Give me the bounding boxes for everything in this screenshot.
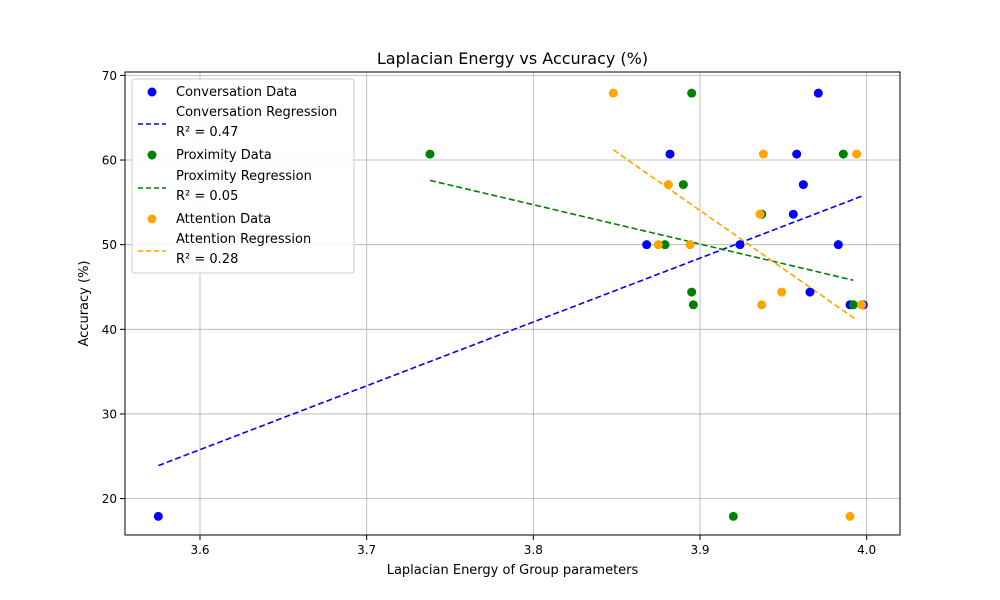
proximity-data-point <box>728 511 738 521</box>
x-axis: 3.6 3.7 3.8 3.9 4.0 <box>190 535 876 557</box>
proximity-regression-line <box>429 179 854 282</box>
x-tick-label: 4.0 <box>857 543 876 557</box>
conversation-data-point <box>805 287 815 297</box>
proximity-data-point <box>660 240 670 250</box>
y-tick-label: 30 <box>102 407 117 421</box>
series-layer <box>153 88 868 521</box>
attention-data-point <box>653 240 663 250</box>
y-tick-label: 70 <box>102 69 117 83</box>
x-tick-label: 3.7 <box>357 543 376 557</box>
legend-label-attention-data: Attention Data <box>176 212 271 227</box>
conversation-data-point <box>788 209 798 219</box>
y-tick-label: 40 <box>102 323 117 337</box>
proximity-data-point <box>687 88 697 98</box>
y-tick-label: 20 <box>102 492 117 506</box>
attention-data-point <box>777 287 787 297</box>
attention-data-point <box>755 209 765 219</box>
conversation-data-point <box>665 149 675 159</box>
legend-label-conversation-data: Conversation Data <box>176 85 297 100</box>
conversation-data-point <box>833 240 843 250</box>
legend-label-proximity-regression: Proximity Regression <box>176 169 312 184</box>
attention-data-point <box>663 180 673 190</box>
x-tick-label: 3.9 <box>690 543 709 557</box>
attention-data-point <box>757 300 767 310</box>
conversation-data-point <box>792 149 802 159</box>
legend-marker-attention-data <box>147 214 157 224</box>
x-tick-label: 3.8 <box>524 543 543 557</box>
attention-data-point <box>852 149 862 159</box>
attention-regression-line <box>612 149 858 321</box>
x-axis-label: Laplacian Energy of Group parameters <box>387 563 639 578</box>
attention-data-point <box>608 88 618 98</box>
conversation-data-point <box>642 240 652 250</box>
legend-box <box>131 78 355 274</box>
chart-title: Laplacian Energy vs Accuracy (%) <box>377 49 648 68</box>
legend-r2-attention: R² = 0.28 <box>176 252 238 267</box>
plot-frame <box>124 71 901 536</box>
legend-marker-conversation-data <box>147 87 157 97</box>
proximity-data-point <box>425 149 435 159</box>
attention-data-point <box>685 240 695 250</box>
legend-marker-proximity-data <box>147 150 157 160</box>
proximity-data-point <box>678 180 688 190</box>
y-axis: 20 30 40 50 60 70 <box>102 69 125 506</box>
legend-label-attention-regression: Attention Regression <box>176 232 311 247</box>
y-tick-label: 60 <box>102 154 117 168</box>
y-tick-label: 50 <box>102 238 117 252</box>
legend-label-proximity-data: Proximity Data <box>176 148 272 163</box>
proximity-data-point <box>688 300 698 310</box>
proximity-data-point <box>848 300 858 310</box>
legend: Conversation Data Conversation Regressio… <box>131 78 355 274</box>
legend-r2-proximity: R² = 0.05 <box>176 189 238 204</box>
attention-data-point <box>857 300 867 310</box>
conversation-data-point <box>153 511 163 521</box>
legend-r2-conversation: R² = 0.47 <box>176 125 238 140</box>
proximity-data-point <box>687 287 697 297</box>
attention-data-point <box>758 149 768 159</box>
conversation-data-point <box>813 88 823 98</box>
proximity-data-point <box>838 149 848 159</box>
conversation-data-point <box>735 240 745 250</box>
conversation-data-point <box>798 180 808 190</box>
attention-data-point <box>845 511 855 521</box>
x-tick-label: 3.6 <box>190 543 209 557</box>
legend-label-conversation-regression: Conversation Regression <box>176 105 337 120</box>
y-axis-label: Accuracy (%) <box>77 261 92 347</box>
